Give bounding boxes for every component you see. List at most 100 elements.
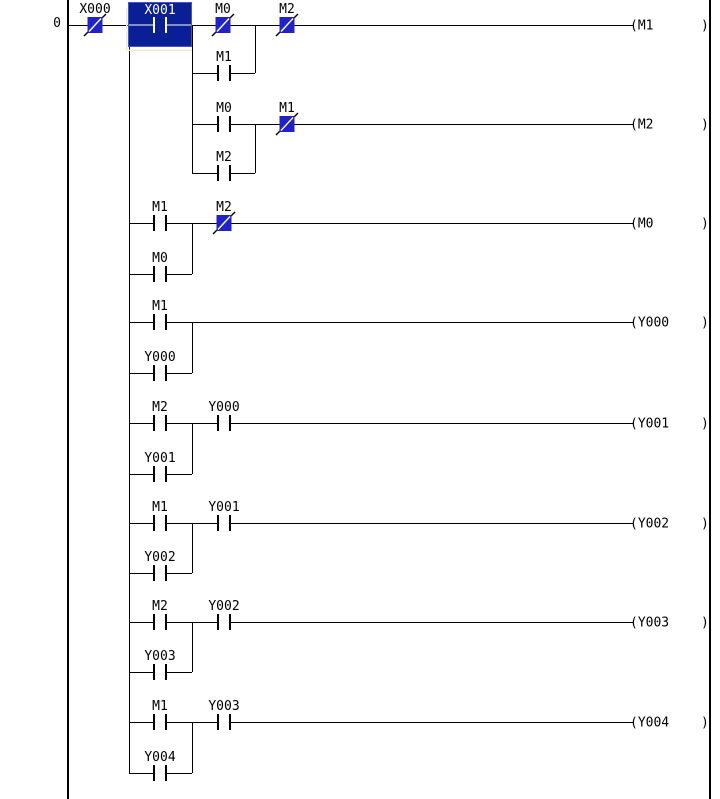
rung-wire [129,622,633,623]
contact-gap [219,115,229,133]
contact-bar [165,466,167,482]
contact-M1[interactable]: M1 [216,50,232,82]
contact-bar [153,415,155,431]
contact-bar [165,714,167,730]
contact-M2[interactable]: M2 [152,599,168,631]
coil-Y001[interactable]: (Y001) [630,417,709,432]
contact-Y003[interactable]: Y003 [208,699,240,731]
device-label: Y003 [208,699,239,714]
contact-M1[interactable]: M1 [152,500,168,532]
coil-Y000[interactable]: (Y000) [630,316,709,331]
device-label: Y000 [144,350,175,365]
contact-gap [155,564,165,582]
coil-label: (M1 [630,19,653,34]
coil-label: (Y000 [630,316,669,331]
contact-bar [165,17,167,33]
contact-gap [219,613,229,631]
coil-label: (M0 [630,217,653,232]
contact-bar [165,215,167,231]
contact-Y003[interactable]: Y003 [144,649,176,681]
contact-X001[interactable]: X001 [126,2,192,52]
coil-M0[interactable]: (M0) [630,217,709,232]
contact-M0[interactable]: M0 [216,101,232,133]
contact-bar [229,165,231,181]
branch-wire-vertical [192,622,193,672]
coil-Y003[interactable]: (Y003) [630,616,709,631]
contact-Y002[interactable]: Y002 [144,550,176,582]
contact-X000[interactable]: X000 [79,2,111,37]
contact-M1[interactable]: M1 [152,299,168,331]
contact-bar [153,365,155,381]
branch-wire-vertical [255,124,256,173]
contact-bar [153,614,155,630]
contact-bar [217,515,219,531]
contact-gap [219,713,229,731]
nc-slash-inner [216,18,230,32]
coil-M1[interactable]: (M1) [630,19,709,34]
contact-M1[interactable]: M1 [152,200,168,232]
coil-label: (M2 [630,118,653,133]
device-label: Y003 [144,649,175,664]
coil-close-paren: ) [701,217,709,232]
contact-Y000[interactable]: Y000 [144,350,176,382]
contact-M1[interactable]: M1 [152,699,168,731]
contact-M2[interactable]: M2 [216,150,232,182]
contact-M2[interactable]: M2 [275,2,299,37]
contact-bar [165,664,167,680]
contact-gap [155,364,165,382]
right-power-rail [709,0,711,799]
coil-Y002[interactable]: (Y002) [630,517,709,532]
branch-wire-vertical [129,25,130,773]
device-label: M1 [279,101,295,116]
contact-gap [219,164,229,182]
contact-gap [155,465,165,483]
coil-close-paren: ) [701,517,709,532]
contact-bar [217,415,219,431]
device-label: M1 [152,500,168,515]
contact-bar [229,515,231,531]
contact-gap [219,414,229,432]
contact-M2[interactable]: M2 [212,200,236,235]
contact-Y004[interactable]: Y004 [144,750,176,782]
branch-wire-vertical [192,322,193,373]
contact-bar [229,116,231,132]
contact-bar [153,714,155,730]
rung-wire [129,423,633,424]
branch-wire-vertical [192,25,193,173]
contact-M0[interactable]: M0 [152,251,168,283]
contact-Y000[interactable]: Y000 [208,400,240,432]
coil-label: (Y002 [630,517,669,532]
contact-bar [153,466,155,482]
contact-M1[interactable]: M1 [275,101,299,136]
coil-Y004[interactable]: (Y004) [630,716,709,731]
contact-bar [229,714,231,730]
rung-wire [129,722,633,723]
device-label: M2 [279,2,295,17]
device-label: M2 [216,150,232,165]
contact-Y001[interactable]: Y001 [208,500,240,532]
device-label: M0 [215,2,231,17]
contact-bar [165,314,167,330]
contact-Y001[interactable]: Y001 [144,451,176,483]
contact-bar [217,714,219,730]
coil-close-paren: ) [701,19,709,34]
contact-bar [153,314,155,330]
device-label: M2 [152,400,168,415]
coil-M2[interactable]: (M2) [630,118,709,133]
contact-bar [153,664,155,680]
contact-gap [155,265,165,283]
contact-gap [219,64,229,82]
contact-Y002[interactable]: Y002 [208,599,240,631]
contact-gap [155,514,165,532]
contact-bar [217,65,219,81]
device-label: M2 [152,599,168,614]
contact-M2[interactable]: M2 [152,400,168,432]
rung-wire [192,124,633,125]
contact-bar [165,765,167,781]
device-label: X000 [79,2,110,17]
contact-gap [155,214,165,232]
contact-gap [155,764,165,782]
contact-M0[interactable]: M0 [211,2,235,37]
contact-bar [165,565,167,581]
